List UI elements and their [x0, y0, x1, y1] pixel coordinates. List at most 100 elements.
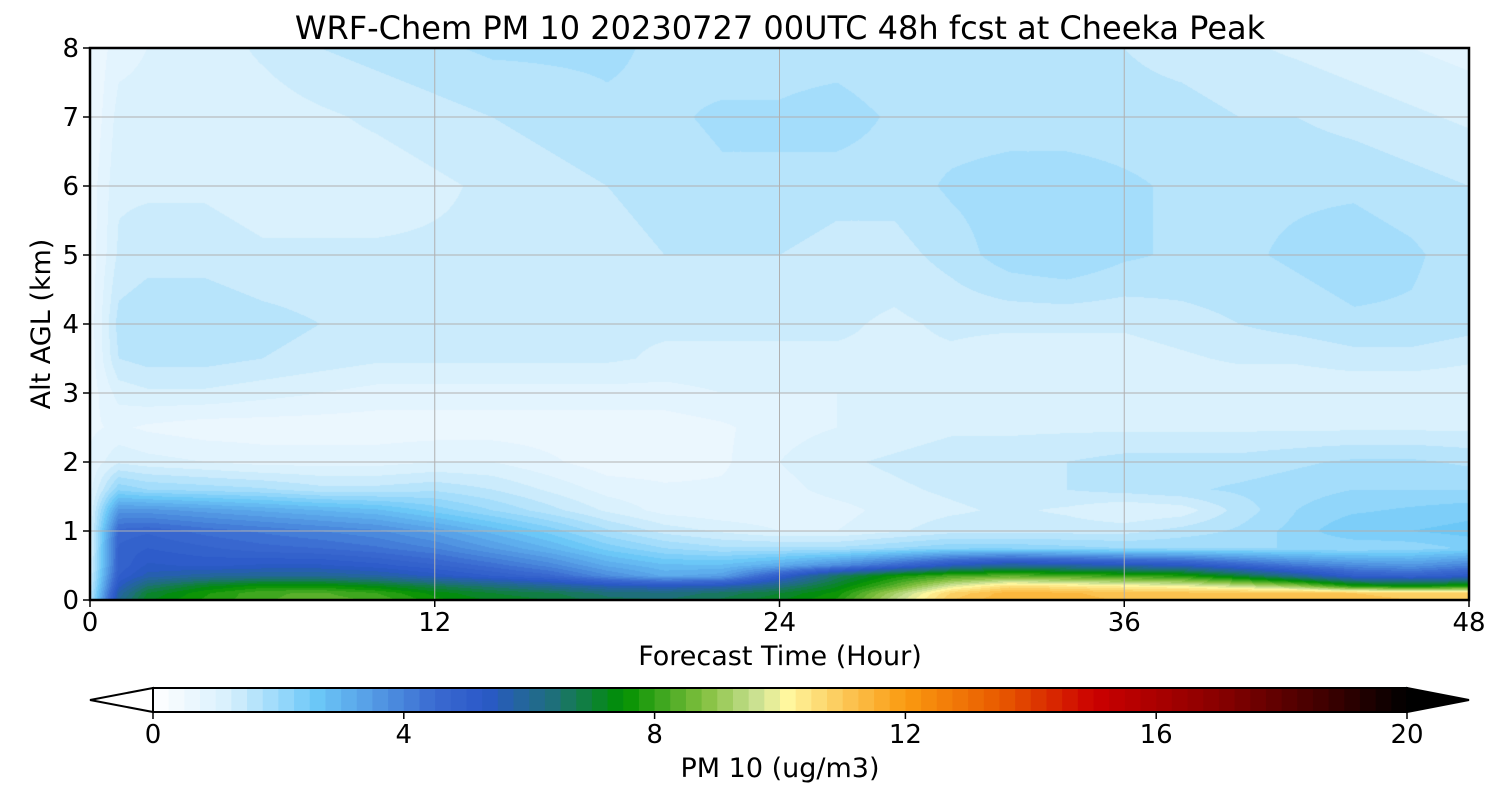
- colorbar-swatch: [529, 688, 546, 712]
- colorbar-swatch: [1015, 688, 1032, 712]
- colorbar-swatch: [1156, 688, 1173, 712]
- colorbar-swatch: [247, 688, 264, 712]
- colorbar-swatch: [999, 688, 1016, 712]
- y-tick-label: 2: [62, 448, 79, 478]
- colorbar-swatch: [983, 688, 1001, 712]
- colorbar-swatch: [1171, 688, 1189, 712]
- colorbar-swatch: [1093, 688, 1110, 712]
- colorbar-swatch: [309, 688, 327, 712]
- x-axis-label: Forecast Time (Hour): [638, 641, 922, 672]
- colorbar-swatch: [1062, 688, 1079, 712]
- colorbar-under-triangle: [89, 686, 154, 714]
- colorbar-swatch: [858, 688, 875, 712]
- colorbar-swatch: [1030, 688, 1048, 712]
- colorbar-swatch: [560, 688, 577, 712]
- y-tick-label: 4: [62, 310, 79, 340]
- colorbar-swatch: [654, 688, 671, 712]
- colorbar-swatch: [780, 688, 797, 712]
- y-tick-label: 5: [62, 241, 79, 271]
- colorbar-swatch: [764, 688, 781, 712]
- colorbar-swatch: [419, 688, 436, 712]
- colorbar-swatch: [388, 688, 405, 712]
- colorbar-swatch: [1140, 688, 1157, 712]
- colorbar-swatch: [905, 688, 922, 712]
- y-axis-label: Alt AGL (km): [26, 239, 57, 410]
- colorbar-swatch: [874, 688, 891, 712]
- colorbar-label: PM 10 (ug/m3): [681, 753, 880, 784]
- x-tick-label: 48: [1452, 608, 1485, 638]
- y-tick-label: 8: [62, 34, 79, 64]
- colorbar-swatch: [200, 688, 217, 712]
- colorbar-tick-label: 0: [145, 720, 162, 750]
- colorbar-swatch: [294, 688, 311, 712]
- y-tick-label: 7: [62, 103, 79, 133]
- colorbar-swatch: [497, 688, 515, 712]
- colorbar-swatch: [482, 688, 499, 712]
- colorbar-swatch: [1109, 688, 1126, 712]
- colorbar-swatch: [1124, 688, 1142, 712]
- colorbar-swatch: [748, 688, 765, 712]
- colorbar-swatch: [356, 688, 374, 712]
- y-tick-label: 1: [62, 517, 79, 547]
- colorbar-frame: [152, 687, 1408, 713]
- colorbar-swatch: [1312, 688, 1330, 712]
- colorbar-swatch: [215, 688, 232, 712]
- colorbar-swatch: [1281, 688, 1298, 712]
- colorbar-swatch: [1234, 688, 1251, 712]
- colorbar-swatch: [795, 688, 812, 712]
- colorbar-swatch: [372, 688, 389, 712]
- colorbar-swatch: [889, 688, 906, 712]
- colorbar-swatch: [325, 688, 342, 712]
- colorbar-swatch: [1297, 688, 1314, 712]
- colorbar-swatch: [936, 688, 954, 712]
- colorbar-swatch: [153, 688, 170, 712]
- y-axis: 0 1 2 3 4 5 6 7 8: [62, 34, 90, 616]
- colorbar-swatch: [262, 688, 279, 712]
- colorbar-swatch: [403, 688, 421, 712]
- colorbar-swatch: [968, 688, 985, 712]
- colorbar-tick-label: 20: [1390, 720, 1423, 750]
- colorbar-swatch: [435, 688, 452, 712]
- colorbar-swatch: [811, 688, 828, 712]
- colorbar-swatch: [1359, 688, 1377, 712]
- colorbar-swatch: [1046, 688, 1063, 712]
- colorbar-swatch: [717, 688, 734, 712]
- colorbar: 0 4 8 12 16 20 PM 10 (ug/m3): [89, 686, 1470, 784]
- colorbar-swatch: [1250, 688, 1267, 712]
- colorbar-swatch: [1265, 688, 1283, 712]
- colorbar-swatch: [623, 688, 640, 712]
- colorbar-swatch: [842, 688, 859, 712]
- y-tick-label: 6: [62, 172, 79, 202]
- colorbar-over-triangle: [1406, 686, 1470, 714]
- colorbar-swatch: [1077, 688, 1095, 712]
- colorbar-tick-label: 12: [889, 720, 922, 750]
- colorbar-swatch: [827, 688, 844, 712]
- colorbar-tick-label: 8: [646, 720, 663, 750]
- colorbar-swatch: [278, 688, 295, 712]
- colorbar-swatch: [341, 688, 358, 712]
- colorbar-swatch: [685, 688, 703, 712]
- colorbar-swatch: [1391, 688, 1408, 712]
- x-tick-label: 24: [763, 608, 796, 638]
- colorbar-swatch: [466, 688, 483, 712]
- y-tick-label: 0: [62, 586, 79, 616]
- colorbar-swatch: [450, 688, 468, 712]
- colorbar-swatch: [1375, 688, 1392, 712]
- colorbar-swatch: [952, 688, 969, 712]
- colorbar-swatch: [576, 688, 593, 712]
- colorbar-tick-label: 4: [396, 720, 413, 750]
- colorbar-swatch: [184, 688, 201, 712]
- colorbar-tick-label: 16: [1140, 720, 1173, 750]
- colorbar-swatch: [544, 688, 562, 712]
- colorbar-swatch: [670, 688, 687, 712]
- x-tick-label: 0: [82, 608, 99, 638]
- colorbar-swatch: [513, 688, 530, 712]
- colorbar-swatch: [231, 688, 248, 712]
- colorbar-swatch: [1328, 688, 1345, 712]
- x-axis: 0 12 24 36 48: [82, 600, 1486, 638]
- colorbar-swatch: [168, 688, 185, 712]
- colorbar-swatch: [1203, 688, 1220, 712]
- colorbar-swatch: [638, 688, 656, 712]
